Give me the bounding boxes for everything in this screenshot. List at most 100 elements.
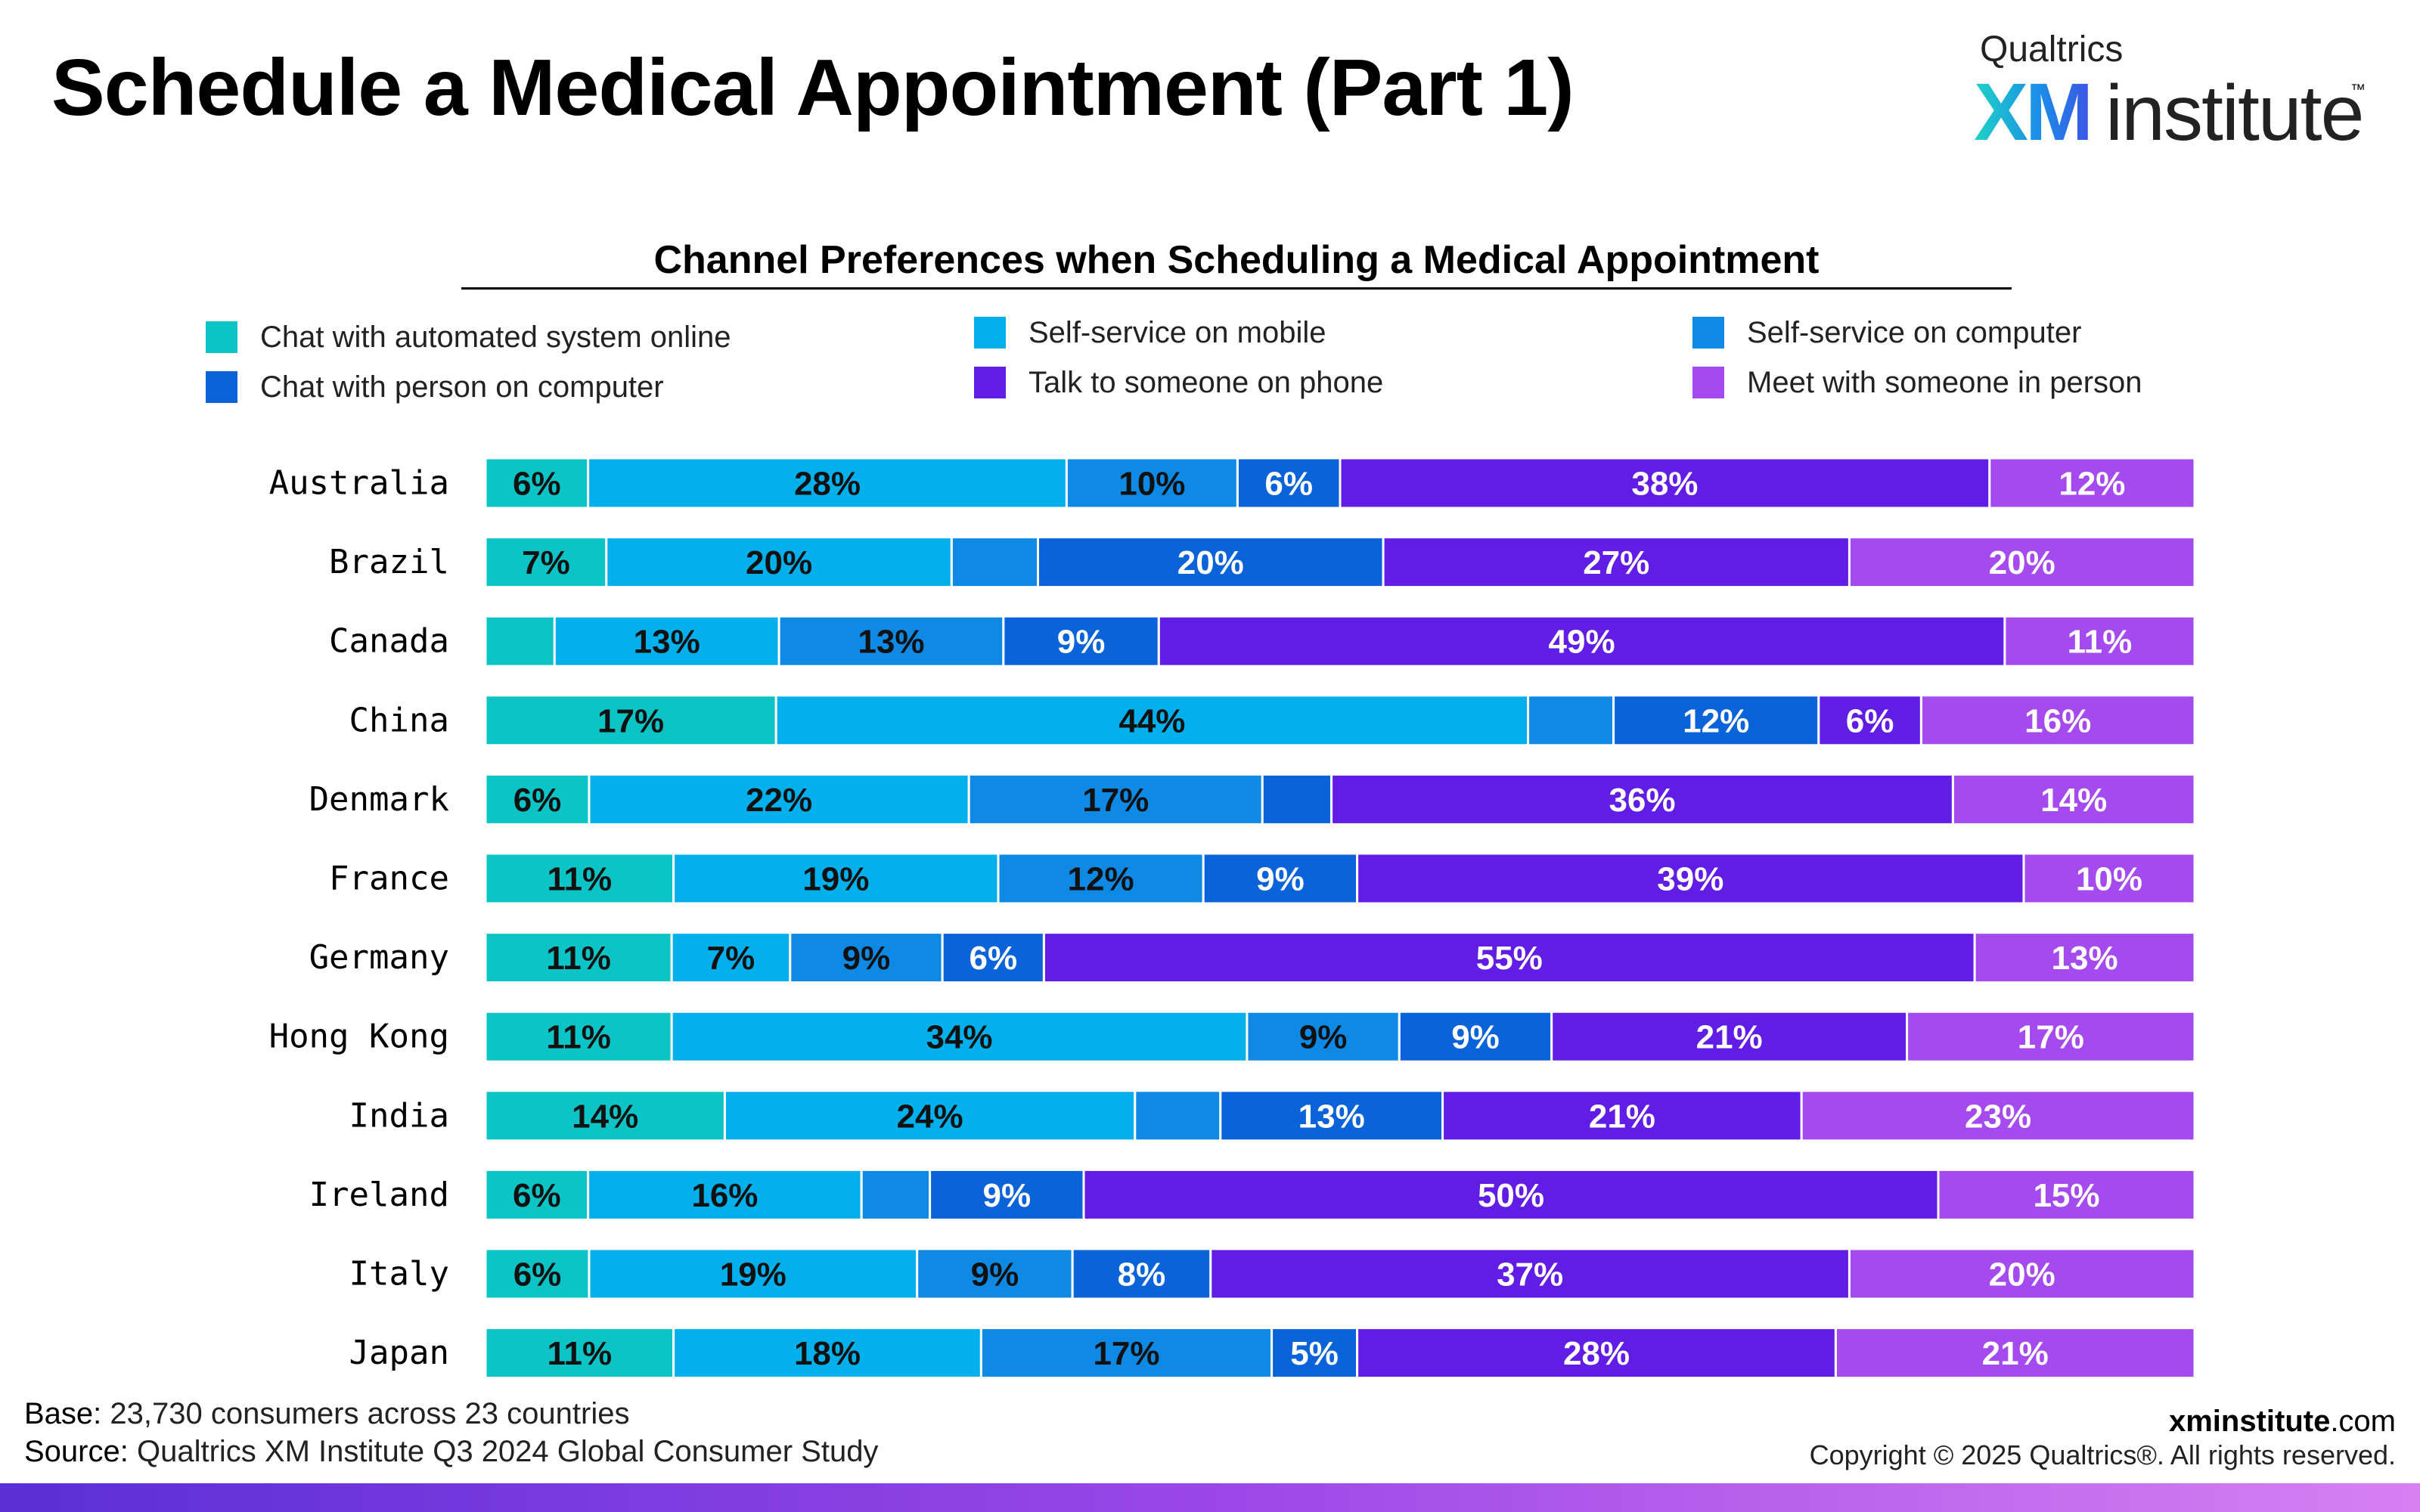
legend-label: Meet with someone in person (1747, 365, 2142, 399)
category-label: India (349, 1096, 449, 1135)
stacked-bar-chart: Australia 6% 28% 10% 6% 38% 12% Brazil 7% 20% 20% 2… (269, 457, 2196, 1380)
bar-segment (587, 457, 1068, 510)
data-label: 12% (1068, 861, 1134, 898)
data-label: 21% (1589, 1098, 1655, 1135)
site-url-domain: .com (2330, 1405, 2396, 1438)
data-label: 13% (2052, 940, 2118, 977)
bar-segment (1988, 457, 2196, 510)
bar-segment (1906, 1010, 2196, 1063)
data-label: 16% (2024, 702, 2091, 739)
bar-segment (1973, 931, 2196, 984)
bar-segment (484, 773, 591, 826)
data-label: 12% (1683, 702, 1749, 739)
bar-segment (1037, 536, 1385, 589)
data-label: 39% (1657, 861, 1723, 898)
bar-segment (1937, 1168, 2196, 1221)
bar-segment (1236, 457, 1342, 510)
bar-segment (672, 1327, 982, 1380)
bar-segment (587, 1168, 863, 1221)
data-label: 9% (1299, 1019, 1348, 1056)
bar-segment (1261, 773, 1333, 826)
bar-segment (1441, 1089, 1803, 1142)
bar-segment (1848, 1247, 2196, 1300)
bar-segment (1330, 773, 1954, 826)
source-note: Source: Qualtrics XM Institute Q3 2024 G… (24, 1435, 878, 1469)
legend-swatch (206, 371, 237, 403)
data-label: 11% (547, 861, 612, 898)
source-note-text: Qualtrics XM Institute Q3 2024 Global Co… (136, 1435, 879, 1468)
legend-label: Self-service on mobile (1028, 315, 1326, 349)
legend-item: Chat with person on computer (206, 370, 664, 404)
bar-segment (1071, 1247, 1212, 1300)
bar-segment (774, 694, 1530, 747)
data-label: 10% (1118, 466, 1185, 503)
category-label: Japan (349, 1334, 449, 1372)
base-note: Base: 23,730 consumers across 23 countri… (24, 1397, 629, 1431)
data-label: 6% (513, 466, 561, 503)
data-label: 17% (597, 702, 664, 739)
bar-segment (916, 1247, 1074, 1300)
bar-segment (1157, 615, 2006, 668)
data-label: 7% (522, 544, 570, 581)
category-label: Australia (269, 464, 449, 503)
category-label: Germany (309, 938, 449, 977)
category-label: Brazil (329, 543, 449, 581)
data-label: 37% (1497, 1256, 1563, 1294)
legend-swatch (206, 321, 237, 353)
data-label: 49% (1549, 624, 1615, 661)
bar-segment (950, 536, 1040, 589)
base-note-text: 23,730 consumers across 23 countries (110, 1397, 630, 1430)
data-label: 11% (546, 1019, 611, 1056)
legend-label: Chat with automated system online (260, 320, 731, 354)
bar-segment (1951, 773, 2196, 826)
data-label: 20% (746, 544, 812, 581)
bar-segment (484, 1247, 591, 1300)
bar-segment (941, 931, 1045, 984)
data-label: 6% (513, 1256, 562, 1294)
site-url[interactable]: xminstitute.com (2169, 1405, 2396, 1439)
bar-segment (588, 773, 970, 826)
bar-segment (1042, 931, 1976, 984)
data-label: 17% (1093, 1335, 1159, 1372)
bar-segment (1356, 1327, 1837, 1380)
bar-segment (484, 694, 777, 747)
data-label: 6% (969, 940, 1017, 977)
chart-title: Channel Preferences when Scheduling a Me… (653, 238, 1820, 282)
bar-segment (967, 773, 1264, 826)
data-label: 20% (1989, 1256, 2055, 1294)
data-label: 5% (1290, 1335, 1339, 1372)
bar-segment (2003, 615, 2196, 668)
data-label: 9% (983, 1177, 1032, 1214)
data-label: 18% (794, 1335, 861, 1372)
data-label: 28% (794, 466, 861, 503)
bar-segment (1246, 1010, 1401, 1063)
bar-segment (1082, 1168, 1940, 1221)
data-label: 28% (1563, 1335, 1630, 1372)
bar-segment (789, 931, 944, 984)
data-label: 9% (971, 1256, 1019, 1294)
data-label: 14% (572, 1098, 638, 1135)
logo-institute-text: institute (2105, 70, 2364, 157)
data-label: 11% (2068, 624, 2133, 661)
data-label: 50% (1478, 1177, 1544, 1214)
data-label: 12% (2059, 466, 2125, 503)
copyright-notice: Copyright © 2025 Qualtrics®. All rights … (1809, 1439, 2396, 1470)
legend-item: Meet with someone in person (1692, 366, 2142, 399)
data-label: 10% (2076, 861, 2142, 898)
category-label: China (349, 701, 449, 739)
data-label: 36% (1609, 782, 1675, 819)
data-label: 19% (802, 861, 869, 898)
bar-segment (1134, 1089, 1222, 1142)
bar-segment (1848, 536, 2196, 589)
bar-segment (553, 615, 780, 668)
legend-swatch (1692, 367, 1724, 398)
data-label: 11% (547, 1335, 612, 1372)
bar-segment (484, 1327, 675, 1380)
category-label: Hong Kong (269, 1018, 449, 1056)
data-label: 21% (1696, 1019, 1763, 1056)
data-label: 6% (513, 782, 562, 819)
bar-segment (1834, 1327, 2196, 1380)
category-label: Denmark (309, 780, 449, 819)
bar-segment (484, 615, 556, 668)
data-label: 23% (1965, 1098, 2031, 1135)
